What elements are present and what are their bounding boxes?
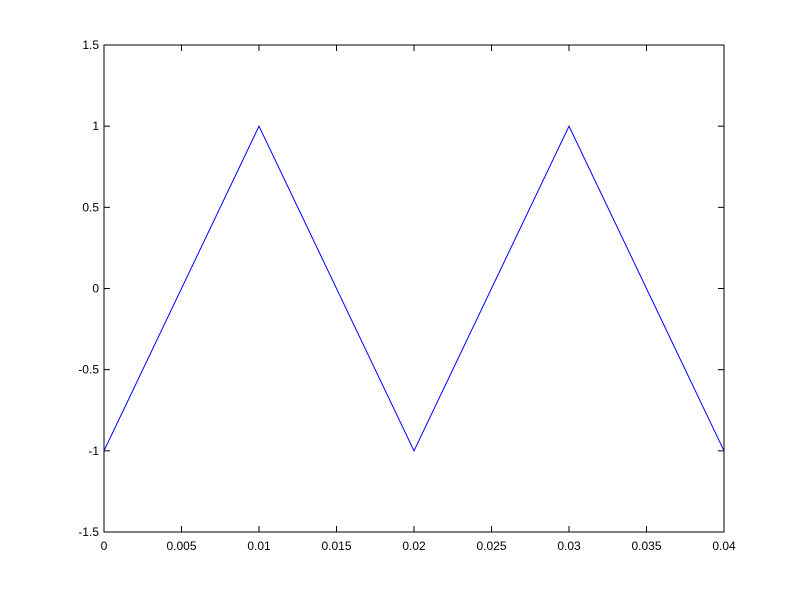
x-tick-label: 0.015 <box>321 539 351 553</box>
series-line <box>103 125 725 452</box>
x-tick-label: 0.03 <box>557 539 581 553</box>
x-tick-label: 0.01 <box>247 539 271 553</box>
y-tick-label: 0.5 <box>82 200 99 214</box>
x-tick-label: 0 <box>101 539 108 553</box>
x-tick-label: 0.025 <box>476 539 506 553</box>
x-tick-label: 0.005 <box>166 539 196 553</box>
y-tick-label: -0.5 <box>78 363 99 377</box>
y-tick-label: -1.5 <box>78 525 99 539</box>
x-tick-label: 0.02 <box>402 539 426 553</box>
x-tick-label: 0.035 <box>631 539 661 553</box>
y-tick-label: 1.5 <box>82 38 99 52</box>
y-tick-label: -1 <box>88 444 99 458</box>
y-tick-label: 1 <box>92 119 99 133</box>
x-tick-label: 0.04 <box>712 539 736 553</box>
plot-area-frame <box>103 44 725 533</box>
y-tick-label: 0 <box>92 282 99 296</box>
